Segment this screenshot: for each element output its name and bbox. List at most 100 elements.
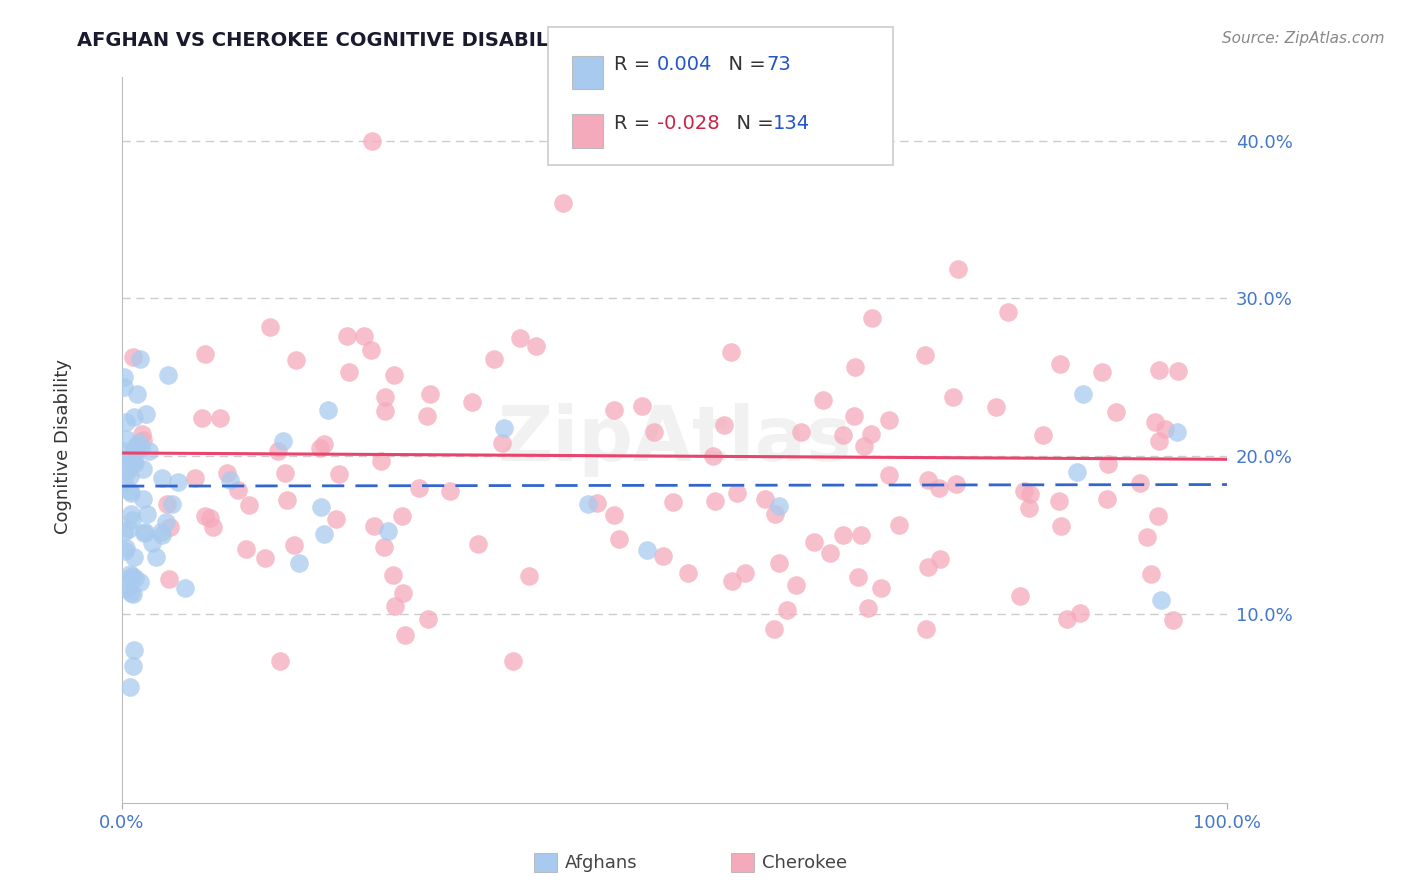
Point [118, 680, 141, 694]
Point [928, 481, 950, 495]
Point [166, 475, 188, 489]
Point [121, 587, 143, 601]
Point [337, 365, 360, 379]
Point [1139, 566, 1161, 581]
Point [159, 520, 181, 534]
Point [917, 473, 939, 487]
Point [1149, 434, 1171, 448]
Point [419, 387, 441, 401]
Point [134, 524, 156, 539]
Point [118, 567, 141, 582]
Point [997, 305, 1019, 319]
Point [1071, 387, 1094, 401]
Point [128, 434, 150, 449]
Point [314, 527, 336, 541]
Point [586, 496, 609, 510]
Point [174, 581, 197, 595]
Point [502, 654, 524, 668]
Point [253, 550, 276, 565]
Point [145, 550, 167, 565]
Point [1161, 613, 1184, 627]
Point [311, 500, 333, 514]
Point [267, 443, 290, 458]
Point [702, 449, 724, 463]
Point [353, 329, 375, 343]
Point [157, 368, 180, 383]
Point [984, 400, 1007, 414]
Point [124, 454, 146, 468]
Text: Cognitive Disability: Cognitive Disability [55, 359, 72, 533]
Point [394, 628, 416, 642]
Point [156, 497, 179, 511]
Point [914, 348, 936, 362]
Point [1066, 465, 1088, 479]
Point [844, 360, 866, 375]
Point [124, 456, 146, 470]
Point [381, 568, 404, 582]
Point [734, 566, 756, 581]
Point [768, 556, 790, 570]
Point [132, 461, 155, 475]
Text: Afghans: Afghans [565, 854, 638, 871]
Point [120, 454, 142, 468]
Point [112, 524, 135, 539]
Point [125, 439, 148, 453]
Point [370, 454, 392, 468]
Point [703, 494, 725, 508]
Point [276, 493, 298, 508]
Point [117, 572, 139, 586]
Text: N =: N = [724, 113, 780, 133]
Point [1069, 606, 1091, 620]
Point [131, 426, 153, 441]
Point [150, 525, 173, 540]
Point [150, 470, 173, 484]
Point [325, 511, 347, 525]
Point [811, 392, 834, 407]
Point [517, 569, 540, 583]
Point [157, 572, 180, 586]
Point [155, 515, 177, 529]
Point [283, 538, 305, 552]
Point [112, 443, 135, 458]
Point [553, 196, 575, 211]
Point [259, 320, 281, 334]
Text: 134: 134 [773, 113, 810, 133]
Point [392, 586, 415, 600]
Point [120, 486, 142, 500]
Text: N =: N = [716, 55, 772, 74]
Point [112, 475, 135, 489]
Point [285, 352, 308, 367]
Point [889, 517, 911, 532]
Point [308, 441, 330, 455]
Point [118, 469, 141, 483]
Point [917, 560, 939, 574]
Text: ZipAtlas: ZipAtlas [498, 403, 852, 477]
Point [720, 574, 742, 589]
Point [662, 495, 685, 509]
Point [1050, 519, 1073, 533]
Point [754, 492, 776, 507]
Text: AFGHAN VS CHEROKEE COGNITIVE DISABILITY CORRELATION CHART: AFGHAN VS CHEROKEE COGNITIVE DISABILITY … [77, 31, 824, 50]
Point [790, 425, 813, 440]
Point [870, 581, 893, 595]
Point [720, 345, 742, 359]
Point [461, 395, 484, 409]
Point [1095, 491, 1118, 506]
Point [269, 654, 291, 668]
Point [637, 543, 659, 558]
Point [208, 411, 231, 425]
Point [226, 483, 249, 497]
Point [929, 551, 952, 566]
Point [202, 519, 225, 533]
Point [713, 417, 735, 432]
Point [373, 540, 395, 554]
Point [271, 434, 294, 448]
Point [288, 556, 311, 570]
Point [316, 403, 339, 417]
Point [121, 513, 143, 527]
Point [117, 463, 139, 477]
Point [849, 528, 872, 542]
Point [1008, 589, 1031, 603]
Point [416, 409, 439, 424]
Point [115, 582, 138, 597]
